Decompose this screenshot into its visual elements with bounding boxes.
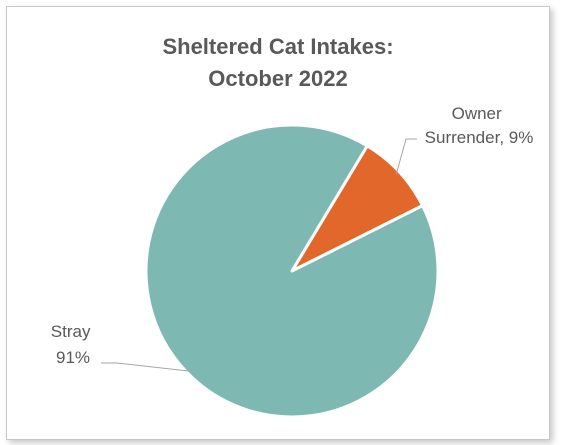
chart-title: Sheltered Cat Intakes: October 2022 [7, 31, 549, 95]
pie-slice-owner-surrender [290, 144, 425, 273]
chart-title-line-2: October 2022 [208, 66, 348, 91]
data-label-stray-line-2: 91% [56, 348, 90, 367]
leader-lines [101, 138, 417, 372]
data-labels: Owner Surrender, 9% Stray 91% [51, 104, 534, 367]
leader-line-owner-surrender [395, 138, 417, 175]
data-label-owner-surrender-line-2: Surrender, 9% [425, 128, 534, 147]
data-label-stray-line-1: Stray [51, 322, 91, 341]
data-label-owner-surrender: Owner Surrender, 9% [425, 104, 534, 147]
data-label-owner-surrender-line-1: Owner [452, 104, 502, 123]
pie-slices [144, 123, 440, 419]
chart-frame: Sheltered Cat Intakes: October 2022 Owne… [6, 6, 550, 440]
chart-title-line-1: Sheltered Cat Intakes: [162, 34, 394, 59]
data-label-stray: Stray 91% [51, 322, 95, 367]
pie-chart: Owner Surrender, 9% Stray 91% [51, 104, 534, 419]
leader-line-stray [101, 362, 189, 372]
